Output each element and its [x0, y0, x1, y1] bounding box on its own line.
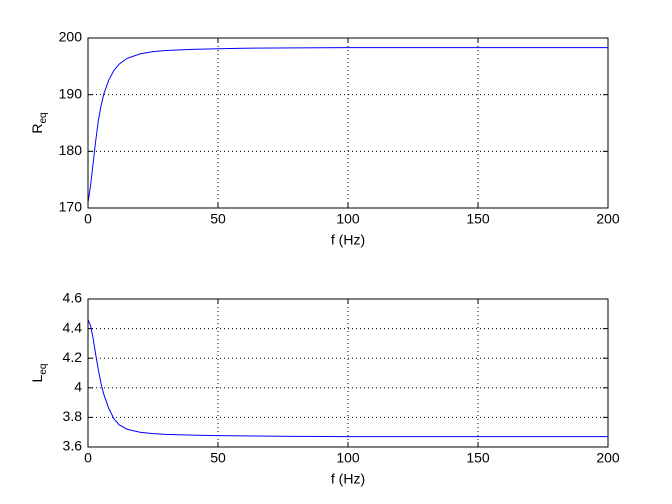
x-tick-label: 100 [336, 450, 360, 466]
x-tick-label: 50 [210, 211, 226, 227]
x-tick-label: 150 [466, 450, 490, 466]
x-tick-label: 0 [84, 450, 92, 466]
x-tick-label: 0 [84, 211, 92, 227]
y-axis-label-main: R [29, 124, 45, 134]
axes-box [87, 37, 609, 209]
y-tick-label: 4.4 [63, 319, 83, 335]
subplot: 0 50 100 150 200 170 180 190 200 f (Hz) Req [29, 29, 620, 248]
y-tick-label: 4 [74, 379, 82, 395]
x-tick-label: 100 [336, 211, 360, 227]
y-tick-label: 3.8 [63, 408, 83, 424]
y-axis-label: Req [29, 112, 49, 133]
subplot: 0 50 100 150 200 3.6 3.8 4 4.2 4.4 4.6 f (Hz) Leq [29, 290, 620, 487]
x-axis-label: f (Hz) [331, 471, 365, 487]
y-tick-label: 3.6 [63, 438, 83, 454]
y-tick-label: 180 [59, 142, 83, 158]
y-axis-label-main: L [29, 374, 45, 382]
x-tick-label: 200 [596, 211, 620, 227]
y-axis-label: Leq [29, 364, 49, 383]
y-tick-label: 190 [59, 85, 83, 101]
x-axis-label: f (Hz) [331, 232, 365, 248]
y-tick-label: 200 [59, 29, 83, 45]
x-tick-label: 50 [210, 450, 226, 466]
axes-box [87, 298, 609, 448]
y-tick-label: 4.2 [63, 349, 83, 365]
y-axis-label-sub: eq [38, 112, 49, 123]
x-tick-label: 150 [466, 211, 490, 227]
y-tick-label: 4.6 [63, 290, 83, 306]
data-line [87, 47, 608, 203]
x-tick-label: 200 [596, 450, 620, 466]
plot-area [88, 299, 608, 447]
y-axis-label-sub: eq [38, 364, 49, 375]
y-tick-label: 170 [59, 199, 83, 215]
data-line [87, 319, 608, 438]
